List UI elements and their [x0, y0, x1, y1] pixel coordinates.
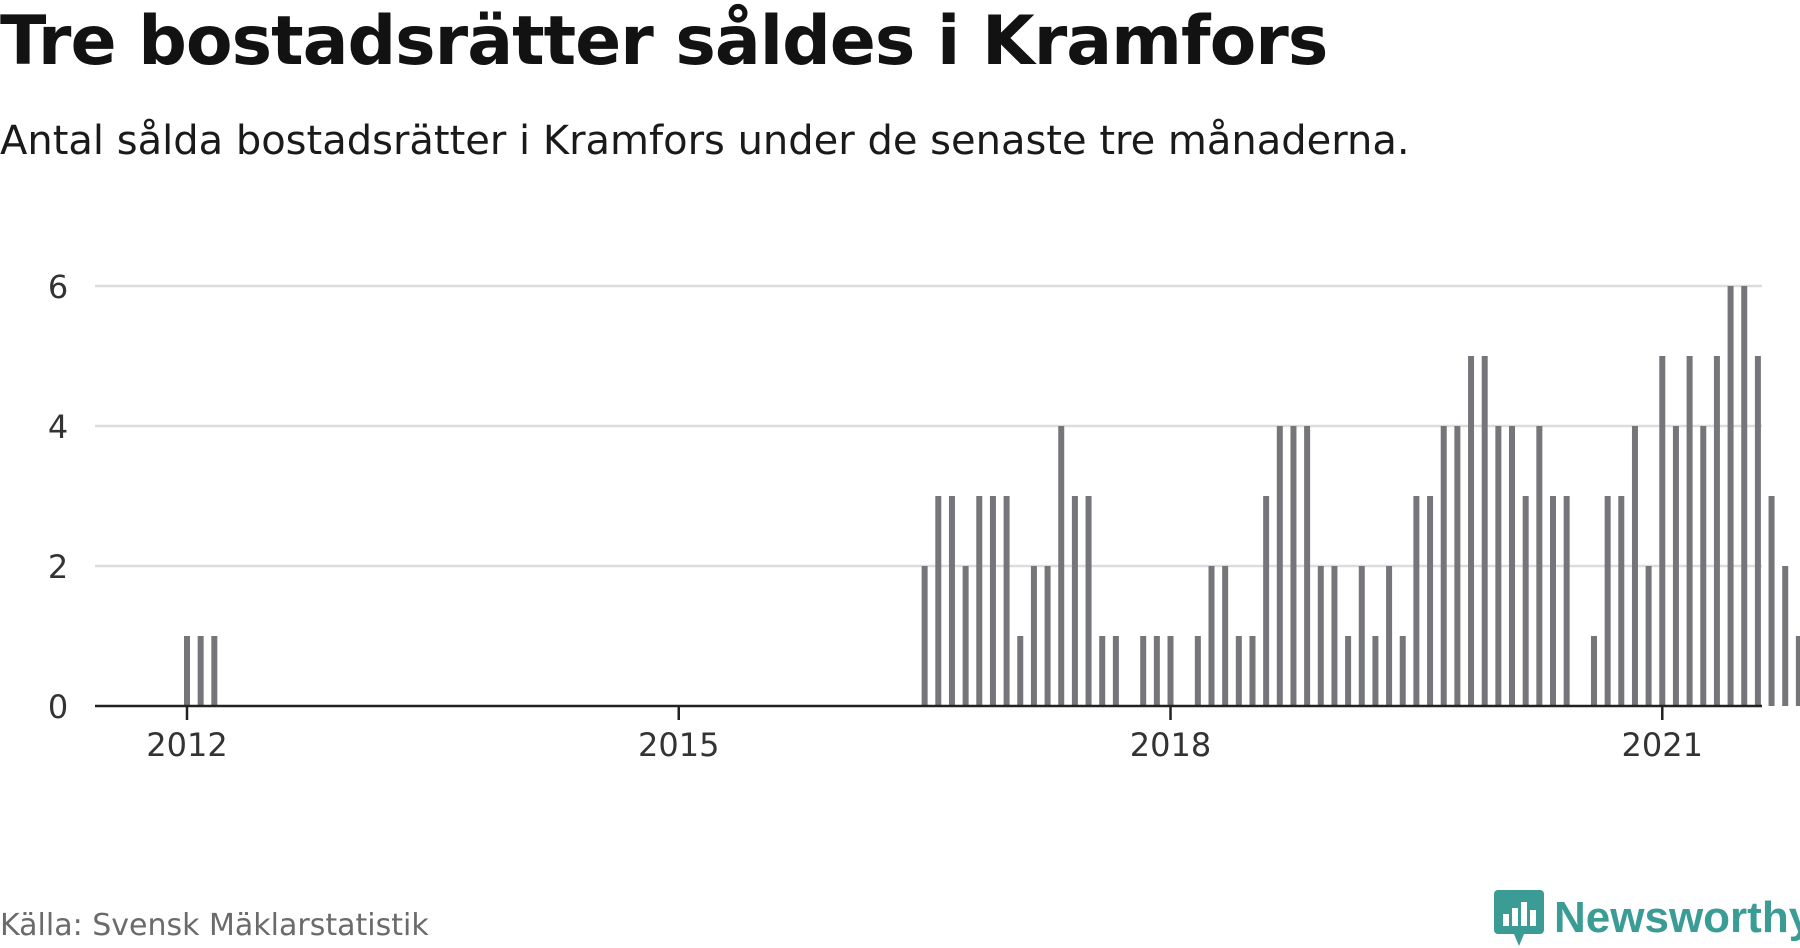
- bar: [1495, 426, 1502, 706]
- bar: [1358, 566, 1365, 706]
- bar: [1754, 356, 1761, 706]
- bar: [1167, 636, 1174, 706]
- bar: [1331, 566, 1338, 706]
- brand-name: Newsworthy: [1554, 893, 1800, 942]
- bar: [1672, 426, 1679, 706]
- bar: [1317, 566, 1324, 706]
- bar: [1713, 356, 1720, 706]
- bar: [1153, 636, 1160, 706]
- bar: [1563, 496, 1570, 706]
- bar: [1304, 426, 1311, 706]
- bar: [1386, 566, 1393, 706]
- bar: [1631, 426, 1638, 706]
- bar: [1604, 496, 1611, 706]
- bar: [197, 636, 204, 706]
- bar: [1140, 636, 1147, 706]
- x-tick-label: 2018: [1130, 726, 1211, 764]
- bar: [1536, 426, 1543, 706]
- bar: [1044, 566, 1051, 706]
- bar: [1413, 496, 1420, 706]
- bar: [1030, 566, 1037, 706]
- bar: [1112, 636, 1119, 706]
- bar: [1659, 356, 1666, 706]
- bar: [1440, 426, 1447, 706]
- bar: [1085, 496, 1092, 706]
- bar: [1481, 356, 1488, 706]
- bar: [1454, 426, 1461, 706]
- bar: [1235, 636, 1242, 706]
- y-tick-label: 4: [48, 408, 68, 446]
- bar: [1795, 636, 1800, 706]
- bar: [1618, 496, 1625, 706]
- bar: [1645, 566, 1652, 706]
- newsworthy-logo: Newsworthy: [1494, 890, 1800, 946]
- labels: 0246201220152018202120233: [48, 268, 1703, 764]
- bar: [1276, 426, 1283, 706]
- y-tick-label: 6: [48, 268, 68, 306]
- bar: [1550, 496, 1556, 706]
- bar: [1768, 496, 1775, 706]
- bar: [976, 496, 983, 706]
- bar: [1071, 496, 1078, 706]
- bar: [1263, 496, 1270, 706]
- bar: [1686, 356, 1693, 706]
- bar: [989, 496, 996, 706]
- bar: [1372, 636, 1379, 706]
- bar: [1208, 566, 1215, 706]
- bars: [184, 286, 1800, 706]
- bar: [921, 566, 928, 706]
- chart-title: Tre bostadsrätter såldes i Kramfors: [0, 2, 1328, 81]
- x-tick-label: 2015: [638, 726, 719, 764]
- bar: [948, 496, 955, 706]
- bar: [1058, 426, 1065, 706]
- bar-chart: 0246201220152018202120233: [48, 268, 1800, 764]
- bar: [935, 496, 942, 706]
- x-tick-label: 2021: [1622, 726, 1703, 764]
- bar: [1700, 426, 1707, 706]
- source-note: Källa: Svensk Mäklarstatistik: [0, 908, 429, 943]
- bar: [1003, 496, 1010, 706]
- bar: [962, 566, 969, 706]
- chart-subtitle: Antal sålda bostadsrätter i Kramfors und…: [0, 118, 1410, 164]
- bar: [1017, 636, 1024, 706]
- bar: [184, 636, 190, 706]
- bar: [1345, 636, 1352, 706]
- bar: [211, 636, 218, 706]
- axes: [95, 704, 1762, 720]
- bar: [1427, 496, 1434, 706]
- bar: [1194, 636, 1201, 706]
- bar: [1590, 636, 1597, 706]
- y-tick-label: 0: [48, 688, 68, 726]
- bar: [1509, 426, 1516, 706]
- bar: [1727, 286, 1734, 706]
- newsworthy-chart-bubble-icon: [1494, 890, 1544, 946]
- x-tick-label: 2012: [146, 726, 227, 764]
- bar: [1782, 566, 1789, 706]
- bar: [1399, 636, 1406, 706]
- bar: [1468, 356, 1475, 706]
- bar: [1522, 496, 1529, 706]
- bar: [1099, 636, 1106, 706]
- y-tick-label: 2: [48, 548, 68, 586]
- bar: [1222, 566, 1229, 706]
- bar: [1290, 426, 1297, 706]
- bar: [1249, 636, 1256, 706]
- bar: [1741, 286, 1748, 706]
